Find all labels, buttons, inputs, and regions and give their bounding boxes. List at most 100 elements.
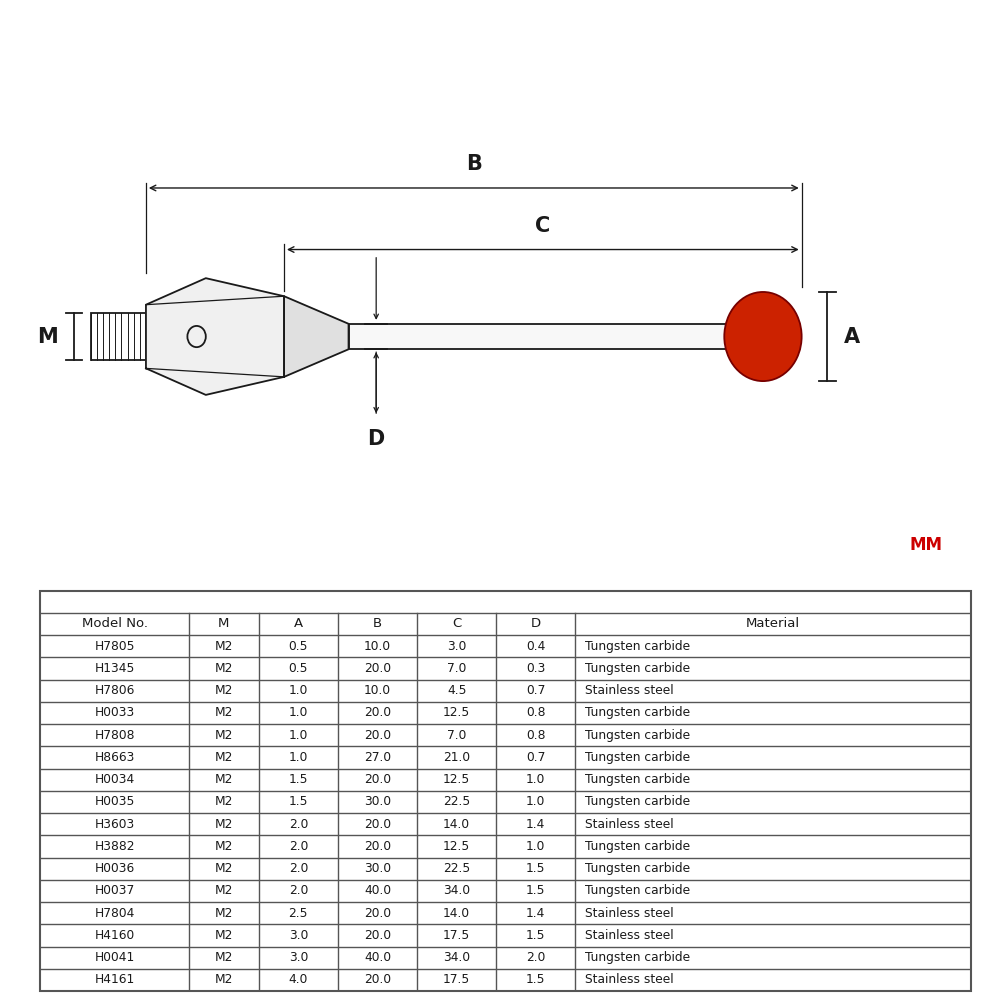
Text: MM: MM (910, 537, 943, 555)
Text: 1.5: 1.5 (288, 796, 308, 809)
Text: C: C (452, 618, 461, 631)
Text: H7805: H7805 (94, 640, 135, 653)
Text: D: D (531, 618, 541, 631)
Text: 10.0: 10.0 (364, 685, 391, 697)
Text: H0041: H0041 (94, 951, 135, 964)
Text: Stainless steel: Stainless steel (585, 818, 674, 831)
Text: 27.0: 27.0 (364, 751, 391, 764)
Text: C: C (536, 216, 551, 236)
Text: H7808: H7808 (94, 729, 135, 742)
Polygon shape (284, 296, 348, 376)
Bar (348, 323, 726, 349)
Text: H7804: H7804 (94, 907, 135, 920)
Text: 20.0: 20.0 (364, 818, 391, 831)
Text: Tungsten carbide: Tungsten carbide (585, 729, 690, 742)
Text: H0033: H0033 (94, 707, 135, 720)
Text: M2: M2 (214, 729, 233, 742)
Text: 7.0: 7.0 (446, 662, 466, 675)
Text: 0.4: 0.4 (527, 640, 546, 653)
Text: H3882: H3882 (94, 840, 135, 853)
Text: 22.5: 22.5 (443, 862, 470, 875)
Text: 17.5: 17.5 (443, 973, 470, 986)
Text: A: A (844, 326, 860, 346)
Text: 0.7: 0.7 (527, 751, 546, 764)
Text: 34.0: 34.0 (443, 951, 470, 964)
Text: Tungsten carbide: Tungsten carbide (585, 640, 690, 653)
Text: 3.0: 3.0 (288, 951, 308, 964)
Text: Tungsten carbide: Tungsten carbide (585, 951, 690, 964)
Text: M2: M2 (214, 707, 233, 720)
Text: M: M (218, 618, 229, 631)
Circle shape (725, 292, 802, 381)
Text: 1.5: 1.5 (526, 885, 546, 897)
Text: Tungsten carbide: Tungsten carbide (585, 862, 690, 875)
Text: H3603: H3603 (94, 818, 135, 831)
Text: Tungsten carbide: Tungsten carbide (585, 773, 690, 786)
Text: 2.0: 2.0 (288, 818, 308, 831)
Text: 2.0: 2.0 (288, 862, 308, 875)
Text: B: B (373, 618, 382, 631)
Text: D: D (367, 428, 384, 448)
Text: Tungsten carbide: Tungsten carbide (585, 662, 690, 675)
Text: H4160: H4160 (94, 929, 135, 942)
Text: H4161: H4161 (94, 973, 135, 986)
Text: 2.0: 2.0 (288, 840, 308, 853)
Text: 0.5: 0.5 (288, 640, 308, 653)
Text: 22.5: 22.5 (443, 796, 470, 809)
Text: 1.0: 1.0 (288, 751, 308, 764)
Text: 1.4: 1.4 (527, 818, 546, 831)
Text: 3.0: 3.0 (446, 640, 466, 653)
Text: 12.5: 12.5 (443, 773, 470, 786)
Text: M2: M2 (214, 662, 233, 675)
Text: 1.0: 1.0 (527, 840, 546, 853)
Text: 0.5: 0.5 (288, 662, 308, 675)
Text: 0.8: 0.8 (526, 707, 546, 720)
Bar (91, 313, 146, 360)
Text: M2: M2 (214, 685, 233, 697)
Text: H0034: H0034 (94, 773, 135, 786)
Polygon shape (146, 278, 284, 395)
Text: 17.5: 17.5 (443, 929, 470, 942)
Text: 0.7: 0.7 (527, 685, 546, 697)
Text: M2: M2 (214, 818, 233, 831)
Text: 34.0: 34.0 (443, 885, 470, 897)
Text: 20.0: 20.0 (364, 907, 391, 920)
Text: H0036: H0036 (94, 862, 135, 875)
Text: M2: M2 (214, 640, 233, 653)
Text: M2: M2 (214, 862, 233, 875)
Text: 2.5: 2.5 (288, 907, 308, 920)
Text: A: A (294, 618, 303, 631)
Text: 1.5: 1.5 (526, 862, 546, 875)
Text: H0035: H0035 (94, 796, 135, 809)
Text: M2: M2 (214, 973, 233, 986)
Text: 20.0: 20.0 (364, 929, 391, 942)
Text: 1.4: 1.4 (527, 907, 546, 920)
Text: 1.5: 1.5 (526, 929, 546, 942)
Text: M2: M2 (214, 951, 233, 964)
Text: H1345: H1345 (94, 662, 135, 675)
Text: 40.0: 40.0 (364, 951, 391, 964)
Text: Stainless steel: Stainless steel (585, 907, 674, 920)
Text: Tungsten carbide: Tungsten carbide (585, 707, 690, 720)
Text: 30.0: 30.0 (364, 862, 391, 875)
Text: M2: M2 (214, 885, 233, 897)
Text: 20.0: 20.0 (364, 662, 391, 675)
Text: 1.0: 1.0 (527, 773, 546, 786)
Text: 20.0: 20.0 (364, 773, 391, 786)
Text: 20.0: 20.0 (364, 840, 391, 853)
Text: M2: M2 (214, 796, 233, 809)
Text: 10.0: 10.0 (364, 640, 391, 653)
Text: Stainless steel: Stainless steel (585, 685, 674, 697)
Text: 0.3: 0.3 (527, 662, 546, 675)
Text: 12.5: 12.5 (443, 707, 470, 720)
Text: 7.0: 7.0 (446, 729, 466, 742)
Text: M2: M2 (214, 773, 233, 786)
Text: 1.5: 1.5 (526, 973, 546, 986)
Text: 21.0: 21.0 (443, 751, 470, 764)
Text: 20.0: 20.0 (364, 707, 391, 720)
Text: Model No.: Model No. (81, 618, 147, 631)
Text: 4.0: 4.0 (288, 973, 308, 986)
Text: H8663: H8663 (94, 751, 135, 764)
Text: Material: Material (746, 618, 800, 631)
Text: 14.0: 14.0 (443, 907, 470, 920)
